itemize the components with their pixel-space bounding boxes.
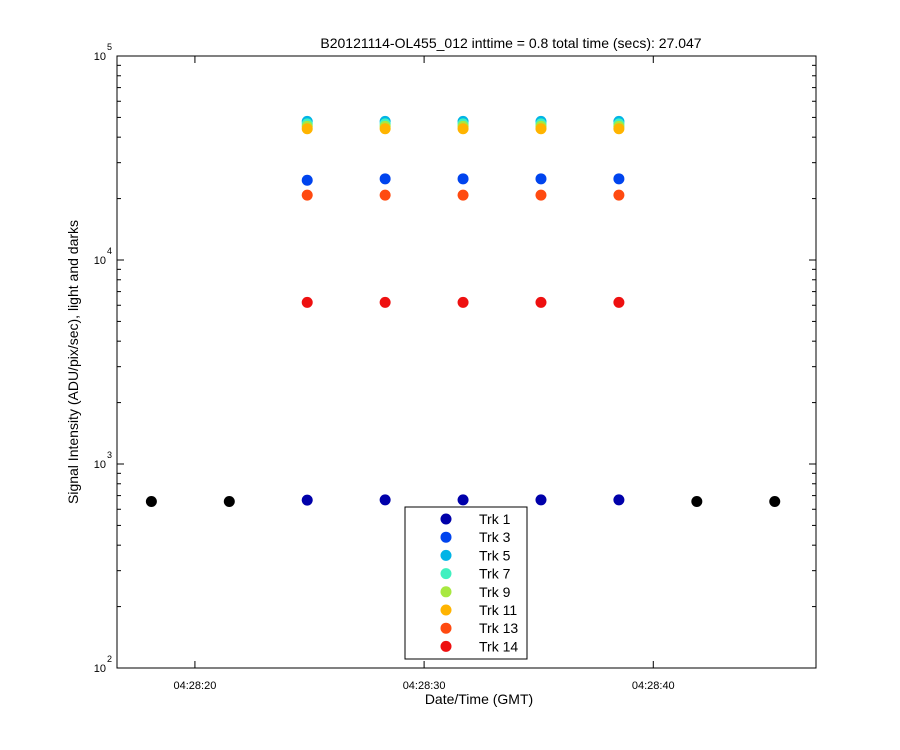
point-trk-11 xyxy=(613,123,625,135)
y-tick-label-exponent: 2 xyxy=(107,654,112,664)
point-trk-1 xyxy=(535,494,547,506)
y-tick-label-base: 10 xyxy=(94,255,106,267)
point-trk-14 xyxy=(457,296,469,308)
point-trk-11 xyxy=(301,123,313,135)
legend-marker xyxy=(440,586,452,598)
x-axis-label: Date/Time (GMT) xyxy=(425,691,533,707)
point-trk-14 xyxy=(379,296,391,308)
x-tick-label: 04:28:20 xyxy=(174,680,217,692)
point-trk-11 xyxy=(535,123,547,135)
legend-label: Trk 9 xyxy=(479,584,511,600)
legend-label: Trk 7 xyxy=(479,566,511,582)
legend-marker xyxy=(440,622,452,634)
y-axis-label: Signal Intensity (ADU/pix/sec), light an… xyxy=(65,220,81,504)
chart-title: B20121114-OL455_012 inttime = 0.8 total … xyxy=(320,35,701,51)
legend-marker xyxy=(440,604,452,616)
point-trk-13 xyxy=(301,189,313,201)
legend-marker xyxy=(440,568,452,580)
point-trk-3 xyxy=(301,174,313,186)
point-trk-11 xyxy=(457,123,469,135)
point-trk-13 xyxy=(457,189,469,201)
point-trk-3 xyxy=(613,173,625,185)
y-tick-label-exponent: 4 xyxy=(107,246,112,256)
point-trk-3 xyxy=(379,173,391,185)
dark-point xyxy=(769,495,781,507)
data-points xyxy=(145,115,781,507)
legend-marker xyxy=(440,531,452,543)
y-tick-label-exponent: 3 xyxy=(107,450,112,460)
dark-point xyxy=(223,495,235,507)
legend: Trk 1 Trk 3 Trk 5 Trk 7 Trk 9 Trk 11 Trk 13 Trk… xyxy=(404,506,528,660)
point-trk-3 xyxy=(457,173,469,185)
y-tick-label-base: 10 xyxy=(94,663,106,675)
point-trk-14 xyxy=(301,296,313,308)
y-tick-label-base: 10 xyxy=(94,51,106,63)
point-trk-11 xyxy=(379,123,391,135)
y-tick-label-base: 10 xyxy=(94,459,106,471)
point-trk-13 xyxy=(535,189,547,201)
point-trk-1 xyxy=(379,494,391,506)
y-tick-label-exponent: 5 xyxy=(107,42,112,52)
legend-label: Trk 11 xyxy=(479,602,517,618)
legend-label: Trk 5 xyxy=(479,547,511,563)
point-trk-3 xyxy=(535,173,547,185)
point-trk-14 xyxy=(535,296,547,308)
x-tick-label: 04:28:40 xyxy=(632,680,675,692)
legend-marker xyxy=(440,640,452,652)
point-trk-1 xyxy=(301,494,313,506)
x-tick-label: 04:28:30 xyxy=(403,680,446,692)
point-trk-13 xyxy=(613,189,625,201)
point-trk-13 xyxy=(379,189,391,201)
point-trk-1 xyxy=(613,494,625,506)
legend-label: Trk 3 xyxy=(479,529,511,545)
legend-marker xyxy=(440,549,452,561)
point-trk-14 xyxy=(613,296,625,308)
legend-label: Trk 1 xyxy=(479,511,511,527)
dark-point xyxy=(691,495,703,507)
dark-point xyxy=(145,495,157,507)
point-trk-1 xyxy=(457,494,469,506)
legend-label: Trk 14 xyxy=(479,638,518,654)
legend-label: Trk 13 xyxy=(479,620,518,636)
legend-box xyxy=(404,506,528,660)
legend-marker xyxy=(440,513,452,525)
